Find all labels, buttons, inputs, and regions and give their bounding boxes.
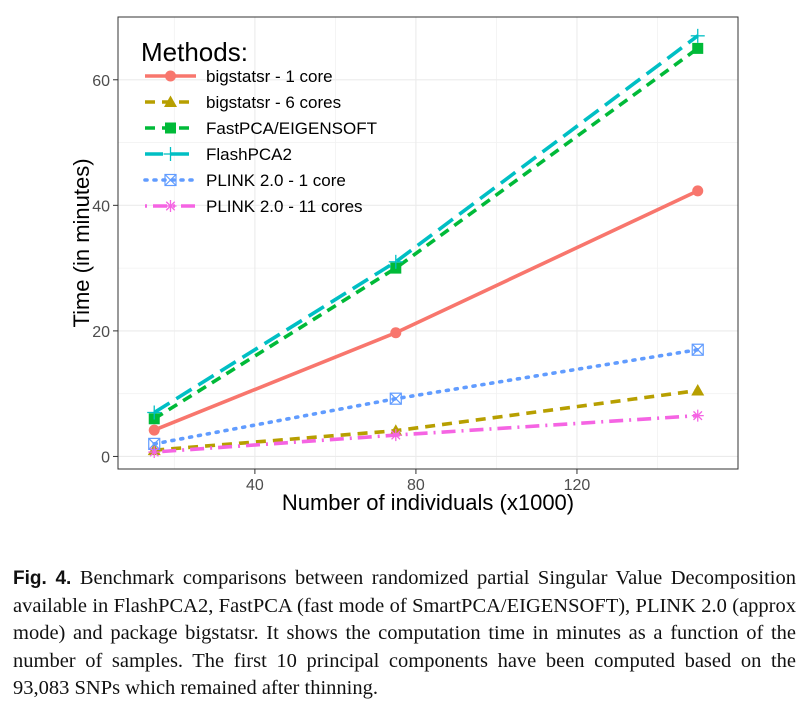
legend-key-marker <box>165 122 176 134</box>
data-point <box>148 424 160 436</box>
marker-asterisk-arm <box>693 410 703 421</box>
benchmark-chart: 40 80 120 0 20 40 60 Number of individuals (x1… <box>69 16 739 515</box>
marker-box <box>389 392 402 405</box>
legend-label: bigstatsr - 6 cores <box>206 93 341 112</box>
y-tick-label: 40 <box>92 198 110 215</box>
series-layer <box>147 28 705 459</box>
legend-label: PLINK 2.0 - 1 core <box>206 171 346 190</box>
data-point <box>690 28 705 43</box>
legend-label: bigstatsr - 1 core <box>206 67 333 86</box>
legend-item-3: FastPCA/EIGENSOFT <box>145 119 377 138</box>
data-point <box>148 446 161 459</box>
marker-circle <box>692 185 704 197</box>
legend-label: PLINK 2.0 - 11 cores <box>206 197 363 216</box>
plot-border <box>117 16 739 470</box>
legend-item-5: PLINK 2.0 - 1 core <box>143 171 346 190</box>
marker-asterisk-arm <box>149 447 159 457</box>
marker-cross-b <box>691 343 704 356</box>
legend-item-1: bigstatsr - 1 core <box>145 67 333 86</box>
legend-item-6: PLINK 2.0 - 11 cores <box>145 197 363 216</box>
marker-circle <box>165 70 176 82</box>
x-tick-label: 120 <box>564 477 591 494</box>
series-6 <box>148 409 704 459</box>
legend-key-marker <box>164 173 177 187</box>
series-1 <box>148 185 704 436</box>
data-point <box>692 185 704 197</box>
axes-layer: 40 80 120 0 20 40 60 <box>92 73 590 494</box>
data-point <box>692 42 704 54</box>
data-point <box>390 327 402 339</box>
grid-lines <box>118 17 738 469</box>
y-tick-label: 60 <box>92 73 110 90</box>
marker-box <box>164 173 177 187</box>
series-4 <box>147 28 705 420</box>
data-point <box>389 392 402 405</box>
marker-circle <box>390 327 402 339</box>
legend-key-marker <box>165 70 176 82</box>
x-axis-title: Number of individuals (x1000) <box>282 490 574 515</box>
caption-text: Benchmark comparisons between randomized… <box>13 567 796 699</box>
data-point <box>691 343 704 356</box>
marker-square <box>165 122 176 134</box>
y-axis-title: Time (in minutes) <box>69 158 94 327</box>
marker-circle <box>148 424 160 436</box>
marker-triangle <box>164 95 177 107</box>
marker-cross-b <box>164 174 177 186</box>
data-point <box>147 405 162 420</box>
data-point <box>389 429 402 442</box>
marker-square <box>692 42 704 54</box>
data-point <box>691 384 705 396</box>
x-tick-label: 80 <box>407 477 425 494</box>
legend-key-marker <box>164 95 177 107</box>
data-point <box>388 254 403 269</box>
caption-label: Fig. 4. <box>13 568 72 589</box>
data-point <box>691 409 704 422</box>
marker-triangle <box>691 384 705 396</box>
y-tick-label: 20 <box>92 324 110 341</box>
series-5 <box>148 343 704 450</box>
series-line <box>153 34 699 415</box>
figure-caption: Fig. 4. Benchmark comparisons between ra… <box>13 565 796 703</box>
legend-item-4: FlashPCA2 <box>145 145 292 164</box>
legend-label: FlashPCA2 <box>206 145 292 164</box>
marker-asterisk-arm <box>165 201 176 211</box>
legend-key-marker <box>164 200 177 212</box>
legend-key-marker <box>163 147 178 161</box>
legend-title: Methods: <box>141 37 248 67</box>
legend-item-2: bigstatsr - 6 cores <box>145 93 341 112</box>
legend-label: FastPCA/EIGENSOFT <box>206 119 377 138</box>
marker-asterisk-arm <box>391 430 401 440</box>
x-tick-label: 40 <box>246 477 264 494</box>
y-tick-label: 0 <box>101 449 110 466</box>
series-line <box>153 46 699 421</box>
legend: Methods: bigstatsr - 1 core bigstatsr - 6… <box>141 37 377 216</box>
marker-box <box>691 343 704 356</box>
marker-cross-b <box>389 392 402 405</box>
